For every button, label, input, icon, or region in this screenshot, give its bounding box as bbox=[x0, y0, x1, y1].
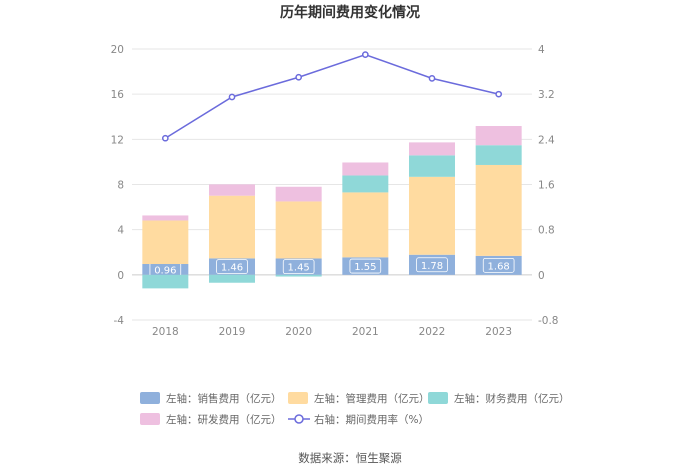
chart-title: 历年期间费用变化情况 bbox=[280, 4, 420, 21]
bar-segment bbox=[342, 192, 389, 258]
bar-segment bbox=[209, 274, 255, 283]
bar-data-label: 1.55 bbox=[354, 262, 376, 273]
y-left-tick-label: 16 bbox=[111, 89, 125, 101]
legend-swatch bbox=[428, 392, 448, 404]
bar-segment bbox=[209, 184, 255, 196]
y-right-tick-label: 4 bbox=[538, 44, 545, 56]
y-right-tick-label: 3.2 bbox=[538, 89, 555, 101]
legend-swatch bbox=[140, 392, 160, 404]
x-tick-label: 2020 bbox=[285, 326, 312, 338]
bar-data-label: 1.45 bbox=[288, 263, 310, 274]
bar-data-label: 0.96 bbox=[154, 265, 176, 276]
bar-segment bbox=[275, 186, 322, 202]
legend-label: 左轴：管理费用（亿元） bbox=[314, 392, 430, 405]
legend-line-marker bbox=[294, 414, 304, 424]
bar-segment bbox=[275, 274, 322, 277]
y-left-tick-label: 4 bbox=[117, 225, 124, 237]
bar-segment bbox=[209, 195, 255, 259]
rate-point bbox=[361, 51, 369, 58]
legend-label: 左轴：销售费用（亿元） bbox=[166, 392, 282, 405]
y-right-tick-label: 0.8 bbox=[538, 225, 555, 237]
bar-label-box bbox=[282, 259, 315, 275]
bar-segment bbox=[475, 126, 522, 146]
bar-segment bbox=[142, 220, 189, 264]
bar-label-box bbox=[482, 257, 515, 273]
bar-data-label: 1.46 bbox=[221, 263, 243, 274]
bar-label-box bbox=[216, 259, 248, 274]
rate-point bbox=[295, 73, 303, 81]
bar-segment bbox=[275, 201, 322, 259]
bar-segment bbox=[409, 142, 455, 156]
bar-segment bbox=[409, 155, 455, 177]
bar-label-box bbox=[416, 257, 448, 273]
bar-segment bbox=[342, 162, 389, 176]
bar-data-label: 1.68 bbox=[488, 261, 510, 272]
legend[interactable]: 左轴：销售费用（亿元） 左轴：管理费用（亿元） 左轴：财务费用（亿元） 左轴：研发费用… bbox=[140, 392, 570, 426]
rate-line-path bbox=[164, 53, 499, 139]
axes: 20 4 16 3.2 12 2.4 8 1.6 4 0.8 0 0 -4 -0.8 2018 2019 202… bbox=[111, 44, 559, 338]
y-left-tick-label: 12 bbox=[111, 134, 124, 146]
y-right-tick-label: 2.4 bbox=[538, 134, 555, 146]
legend-swatch bbox=[140, 413, 160, 425]
legend-label: 右轴：期间费用率（%） bbox=[314, 413, 429, 426]
bar-data-label: 1.78 bbox=[421, 261, 443, 272]
rate-line bbox=[161, 51, 503, 142]
rate-point bbox=[428, 75, 436, 82]
y-left-tick-label: 8 bbox=[117, 180, 124, 192]
y-left-tick-label: 20 bbox=[111, 44, 124, 56]
legend-label: 左轴：研发费用（亿元） bbox=[166, 413, 282, 426]
rate-point bbox=[228, 93, 236, 101]
x-tick-label: 2023 bbox=[485, 326, 512, 338]
bar-segment bbox=[142, 274, 189, 289]
source-note: 数据来源：恒生聚源 bbox=[298, 451, 402, 465]
bar-segment bbox=[142, 215, 189, 221]
bar-segment bbox=[475, 145, 522, 165]
y-right-tick-label: 0 bbox=[538, 270, 545, 282]
x-tick-label: 2021 bbox=[352, 326, 379, 338]
legend-label: 左轴：财务费用（亿元） bbox=[454, 392, 570, 405]
grid bbox=[132, 48, 532, 321]
legend-swatch bbox=[288, 392, 308, 404]
x-tick-label: 2022 bbox=[419, 326, 446, 338]
y-left-tick-label: 0 bbox=[117, 270, 124, 282]
bar-segment bbox=[342, 175, 389, 193]
y-right-tick-label: 1.6 bbox=[538, 180, 555, 192]
bar-segment bbox=[409, 176, 455, 255]
bars: 0.96 1.46 1.45 1.55 1.78 1.68 bbox=[142, 126, 522, 289]
y-left-tick-label: -4 bbox=[114, 315, 125, 327]
x-tick-label: 2018 bbox=[152, 326, 179, 338]
bar-label-box bbox=[349, 258, 382, 274]
x-tick-label: 2019 bbox=[219, 326, 246, 338]
rate-point bbox=[495, 90, 503, 98]
rate-point bbox=[161, 134, 169, 142]
y-right-tick-label: -0.8 bbox=[538, 315, 559, 327]
bar-segment bbox=[475, 164, 522, 256]
